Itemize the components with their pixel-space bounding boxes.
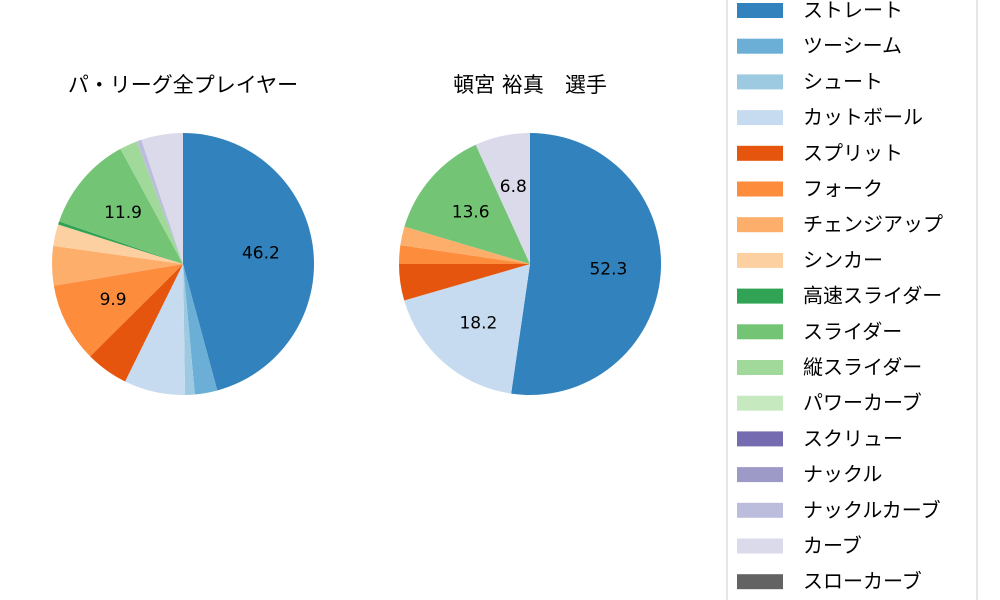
pie-slice [404, 144, 530, 264]
pie-slice [136, 139, 183, 264]
pie-slice [59, 148, 183, 264]
legend-label: フォーク [803, 177, 883, 201]
legend: ストレートツーシームシュートカットボールスプリットフォークチェンジアップシンカー… [726, 0, 978, 600]
pie-slice [120, 141, 183, 264]
legend-label: スライダー [803, 319, 902, 343]
legend-swatch [737, 288, 783, 304]
legend-label: スプリット [803, 141, 903, 165]
pie-slice [400, 226, 530, 264]
legend-swatch [737, 467, 783, 483]
legend-swatch [737, 502, 783, 518]
legend-swatch [737, 324, 783, 340]
chart-title-player: 頓宮 裕真 選手 [453, 73, 607, 97]
legend-swatch [737, 360, 783, 375]
pie-slice [183, 264, 218, 395]
legend-swatch [737, 252, 783, 268]
legend-label: チェンジアップ [803, 212, 943, 236]
legend-label: 高速スライダー [803, 284, 942, 308]
pie-slice [404, 264, 530, 394]
legend-swatch [737, 217, 783, 233]
legend-swatch [737, 3, 783, 18]
legend-label: ストレート [803, 0, 903, 22]
slice-label: 46.2 [242, 244, 280, 264]
slice-label: 13.6 [452, 202, 490, 222]
pie-chart-player: 頓宮 裕真 選手 52.3 18.2 13.6 6.8 [398, 73, 662, 395]
legend-label: パワーカーブ [803, 391, 922, 415]
slice-label: 18.2 [459, 313, 497, 333]
legend-swatch [737, 431, 783, 447]
slice-label: 52.3 [589, 260, 627, 280]
pie-slice [52, 245, 183, 286]
legend-label: シンカー [803, 248, 883, 272]
legend-label: カーブ [803, 534, 862, 558]
legend-swatch [737, 574, 783, 590]
legend-label: ナックルカーブ [803, 498, 941, 522]
pie-slice [511, 132, 662, 395]
legend-label: カットボール [803, 105, 923, 129]
legend-swatch [737, 74, 783, 90]
legend-swatch [737, 538, 783, 554]
pie-slice [475, 133, 530, 264]
pie-slice [141, 133, 183, 264]
pie-slice [53, 224, 184, 264]
pie-slice [125, 264, 186, 395]
pie-slice [399, 245, 530, 264]
legend-label: シュート [803, 69, 883, 93]
legend-swatch [737, 145, 783, 161]
pie-slice [58, 221, 183, 264]
legend-label: スローカーブ [803, 569, 922, 593]
pie-slice [90, 264, 183, 382]
pie-slice [53, 264, 184, 357]
legend-swatch [737, 181, 783, 197]
pie-slice [183, 264, 195, 395]
legend-swatch [737, 38, 783, 54]
legend-label: ツーシーム [803, 34, 902, 58]
slice-label: 9.9 [100, 290, 127, 310]
legend-swatch [737, 110, 783, 126]
legend-swatch [737, 395, 783, 411]
legend-label: ナックル [803, 462, 882, 486]
slice-label: 6.8 [500, 177, 527, 197]
pie-slice [183, 133, 315, 391]
pie-chart-league: パ・リーグ全プレイヤー 46.2 9.9 11.9 [52, 73, 315, 395]
legend-label: 縦スライダー [803, 355, 922, 379]
chart-title-league: パ・リーグ全プレイヤー [68, 73, 298, 97]
pie-slice [398, 264, 530, 301]
legend-label: スクリュー [803, 426, 903, 450]
slice-label: 11.9 [104, 203, 142, 223]
